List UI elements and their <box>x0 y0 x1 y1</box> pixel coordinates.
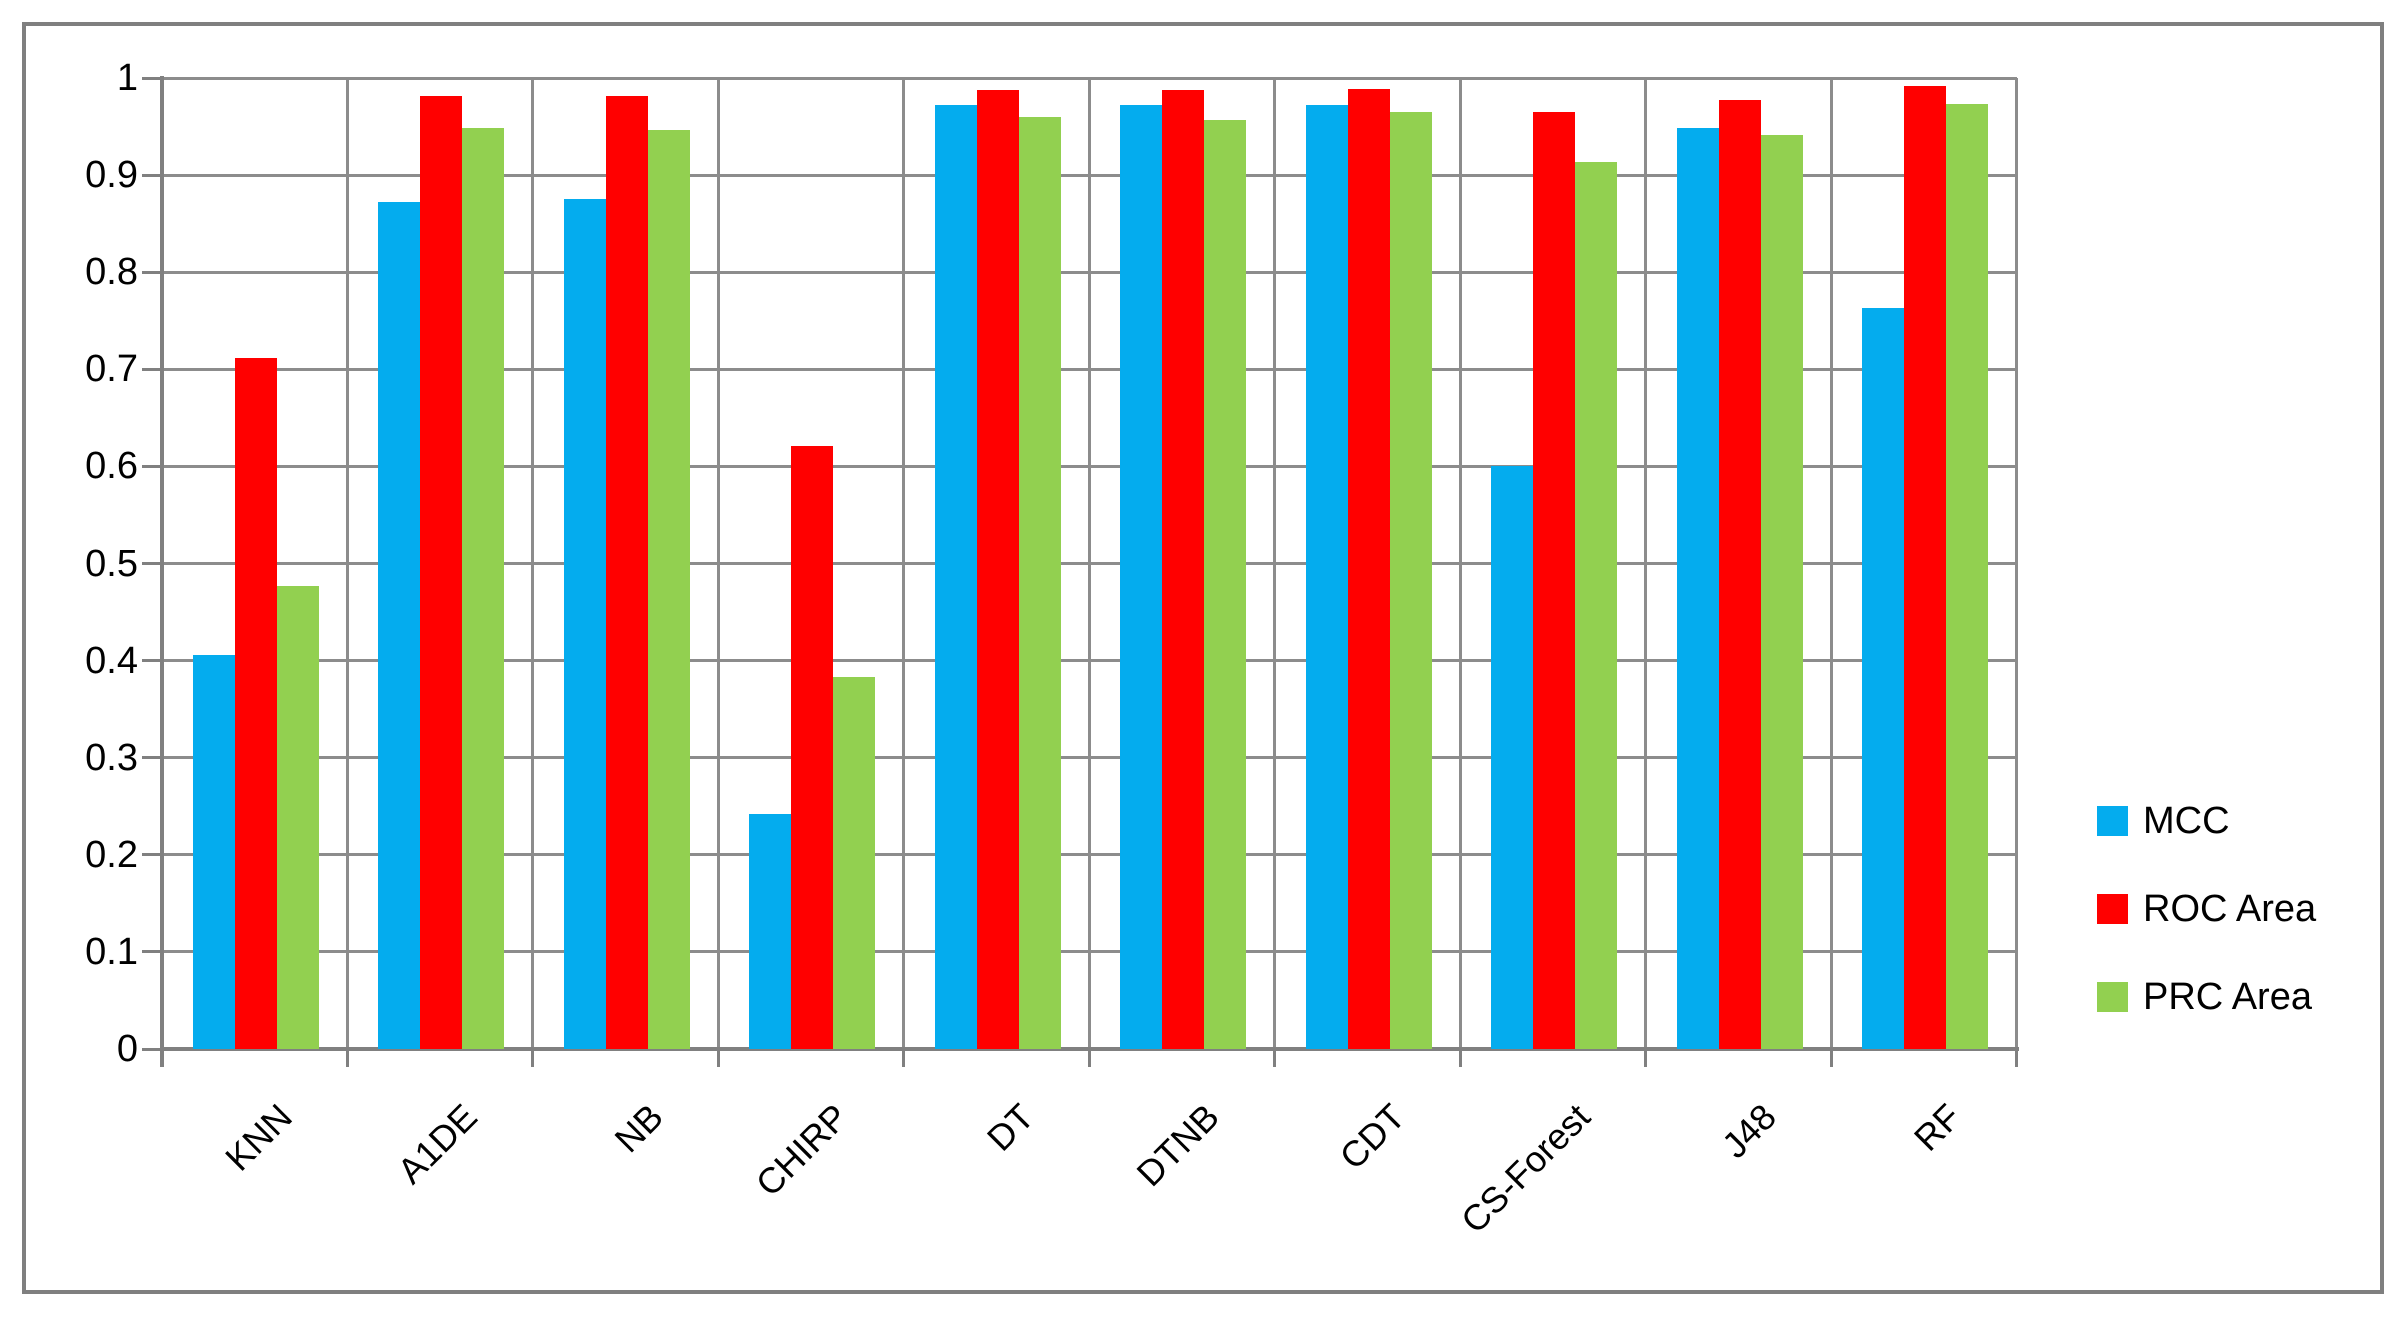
legend-label: MCC <box>2143 800 2230 842</box>
bar-ROC-Area-KNN <box>234 357 277 1049</box>
y-axis-tick <box>141 950 162 954</box>
y-axis-tick <box>141 562 162 565</box>
gridline-vertical <box>345 78 349 1049</box>
x-axis-tick <box>1273 1049 1277 1067</box>
bar-ROC-Area-J48 <box>1718 100 1761 1049</box>
legend-item-MCC: MCC <box>2097 800 2230 842</box>
y-axis-tick <box>141 270 162 274</box>
bar-ROC-Area-NB <box>605 96 648 1049</box>
bar-PRC-Area-KNN <box>276 585 319 1049</box>
y-axis-tick <box>141 659 162 663</box>
y-axis-tick <box>141 464 162 468</box>
bar-ROC-Area-RF <box>1904 85 1947 1049</box>
y-axis-tick-label: 0.6 <box>85 445 138 488</box>
legend-swatch-ROC-Area <box>2097 894 2128 924</box>
bar-PRC-Area-DTNB <box>1204 119 1247 1049</box>
x-axis-tick <box>716 1049 720 1067</box>
y-axis-tick-label: 0.9 <box>85 154 138 197</box>
legend-swatch-MCC <box>2097 806 2128 836</box>
legend-item-ROC-Area: ROC Area <box>2097 888 2317 930</box>
bar-PRC-Area-RF <box>1946 104 1989 1049</box>
bar-PRC-Area-J48 <box>1760 135 1803 1049</box>
bar-ROC-Area-CS-Forest <box>1533 111 1576 1049</box>
x-axis-line <box>159 1047 2019 1051</box>
gridline-vertical <box>2015 78 2019 1049</box>
bar-MCC-J48 <box>1676 127 1719 1049</box>
x-axis-tick <box>1458 1049 1462 1067</box>
gridline-vertical <box>1829 78 1833 1049</box>
x-axis-tick <box>1829 1049 1833 1067</box>
bar-MCC-RF <box>1862 308 1905 1049</box>
gridline-vertical <box>1087 78 1091 1049</box>
bar-PRC-Area-A1DE <box>462 127 505 1049</box>
x-axis-tick <box>345 1049 349 1067</box>
y-axis-tick-label: 0.7 <box>85 348 138 391</box>
x-axis-tick <box>2015 1049 2019 1067</box>
legend-item-PRC-Area: PRC Area <box>2097 976 2312 1018</box>
bar-MCC-DTNB <box>1120 105 1163 1049</box>
x-axis-tick <box>531 1049 535 1067</box>
y-axis-tick <box>141 173 162 177</box>
gridline-vertical <box>1458 78 1462 1049</box>
bar-MCC-NB <box>563 199 606 1049</box>
y-axis-tick-label: 0.4 <box>85 639 138 682</box>
y-axis-tick <box>141 76 162 80</box>
y-axis-tick-label: 1 <box>116 57 138 99</box>
x-axis-tick <box>1644 1049 1648 1067</box>
legend-label: ROC Area <box>2143 888 2317 930</box>
bar-PRC-Area-CDT <box>1389 111 1432 1049</box>
bar-MCC-A1DE <box>378 202 421 1049</box>
gridline-vertical <box>716 78 720 1049</box>
y-axis-tick <box>141 853 162 857</box>
y-axis-tick <box>141 756 162 760</box>
y-axis-line <box>159 76 164 1067</box>
gridline-vertical <box>1644 78 1648 1049</box>
x-axis-tick <box>1087 1049 1091 1067</box>
legend-label: PRC Area <box>2143 976 2312 1018</box>
bar-ROC-Area-CHIRP <box>791 446 834 1049</box>
y-axis-tick-label: 0.8 <box>85 251 138 294</box>
y-axis-tick-label: 0.2 <box>85 833 138 876</box>
y-axis-tick-label: 0 <box>116 1028 138 1070</box>
bar-PRC-Area-NB <box>647 130 690 1049</box>
gridline-vertical <box>531 78 535 1049</box>
bar-ROC-Area-A1DE <box>420 96 463 1049</box>
bar-PRC-Area-CS-Forest <box>1575 161 1618 1049</box>
bar-MCC-KNN <box>192 654 235 1049</box>
y-axis-tick-label: 0.1 <box>85 930 138 973</box>
gridline-vertical <box>902 78 906 1049</box>
bar-MCC-CS-Forest <box>1491 466 1534 1049</box>
bar-ROC-Area-CDT <box>1347 88 1390 1049</box>
bar-PRC-Area-CHIRP <box>833 677 876 1049</box>
y-axis-tick-label: 0.3 <box>85 736 138 779</box>
bar-PRC-Area-DT <box>1018 116 1061 1049</box>
legend-swatch-PRC-Area <box>2097 982 2128 1012</box>
y-axis-tick-label: 0.5 <box>85 542 138 585</box>
chart-outer-border <box>22 22 2384 1294</box>
gridline-vertical <box>1273 78 1277 1049</box>
y-axis-tick <box>141 1047 162 1051</box>
bar-MCC-CHIRP <box>749 814 792 1049</box>
bar-MCC-DT <box>934 105 977 1049</box>
bar-MCC-CDT <box>1305 105 1348 1049</box>
x-axis-tick <box>902 1049 906 1067</box>
bar-ROC-Area-DTNB <box>1162 89 1205 1049</box>
bar-ROC-Area-DT <box>976 89 1019 1049</box>
y-axis-tick <box>141 367 162 371</box>
